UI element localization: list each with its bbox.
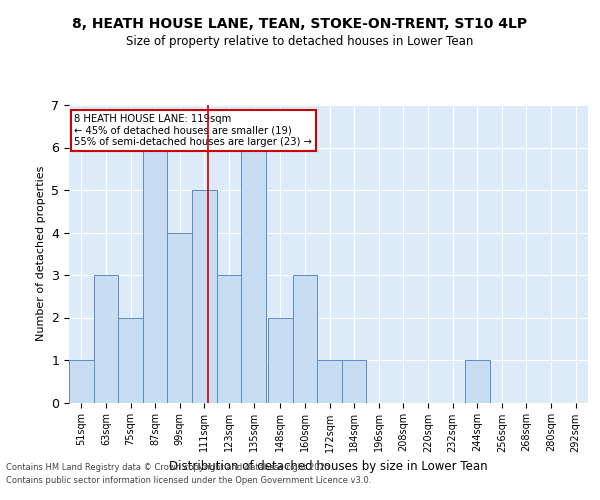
Text: Contains public sector information licensed under the Open Government Licence v3: Contains public sector information licen… [6,476,371,485]
Text: Contains HM Land Registry data © Crown copyright and database right 2025.: Contains HM Land Registry data © Crown c… [6,462,332,471]
Bar [69,360,94,403]
Text: 8 HEATH HOUSE LANE: 119sqm
← 45% of detached houses are smaller (19)
55% of semi: 8 HEATH HOUSE LANE: 119sqm ← 45% of deta… [74,114,312,147]
X-axis label: Distribution of detached houses by size in Lower Tean: Distribution of detached houses by size … [169,460,488,473]
Text: 8, HEATH HOUSE LANE, TEAN, STOKE-ON-TRENT, ST10 4LP: 8, HEATH HOUSE LANE, TEAN, STOKE-ON-TREN… [73,18,527,32]
Bar [342,360,367,403]
Bar [118,318,143,402]
Bar [167,232,192,402]
Bar [192,190,217,402]
Bar [94,275,118,402]
Bar [241,148,266,402]
Bar [268,318,293,402]
Text: Size of property relative to detached houses in Lower Tean: Size of property relative to detached ho… [127,35,473,48]
Bar [317,360,342,403]
Bar [143,148,167,402]
Y-axis label: Number of detached properties: Number of detached properties [36,166,46,342]
Bar [217,275,241,402]
Bar [293,275,317,402]
Bar [465,360,490,403]
